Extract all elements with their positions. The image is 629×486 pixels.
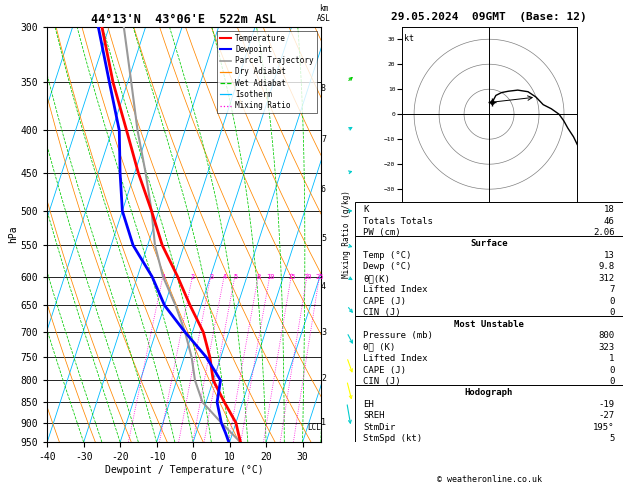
Text: 10: 10 <box>266 274 274 279</box>
Text: θᴄ(K): θᴄ(K) <box>364 274 390 283</box>
Text: Lifted Index: Lifted Index <box>364 285 428 295</box>
Text: Hodograph: Hodograph <box>465 388 513 398</box>
Text: 3: 3 <box>209 274 213 279</box>
Text: © weatheronline.co.uk: © weatheronline.co.uk <box>437 474 542 484</box>
Text: 7: 7 <box>321 136 326 144</box>
Text: 2: 2 <box>191 274 195 279</box>
Text: 8: 8 <box>321 84 326 93</box>
Text: 9.8: 9.8 <box>599 262 615 271</box>
Text: θᴄ (K): θᴄ (K) <box>364 343 396 351</box>
Text: 323: 323 <box>599 343 615 351</box>
Text: Dewp (°C): Dewp (°C) <box>364 262 412 271</box>
Text: 8: 8 <box>257 274 261 279</box>
Text: 1: 1 <box>321 418 326 427</box>
Text: 7: 7 <box>610 285 615 295</box>
Text: SREH: SREH <box>364 411 385 420</box>
Text: 46: 46 <box>604 217 615 226</box>
Text: -19: -19 <box>599 400 615 409</box>
FancyBboxPatch shape <box>355 316 623 385</box>
FancyBboxPatch shape <box>355 385 623 442</box>
Text: 800: 800 <box>599 331 615 340</box>
Text: 1: 1 <box>161 274 165 279</box>
Text: -27: -27 <box>599 411 615 420</box>
Text: 5: 5 <box>233 274 238 279</box>
Legend: Temperature, Dewpoint, Parcel Trajectory, Dry Adiabat, Wet Adiabat, Isotherm, Mi: Temperature, Dewpoint, Parcel Trajectory… <box>217 31 317 113</box>
Text: 4: 4 <box>223 274 227 279</box>
Text: Temp (°C): Temp (°C) <box>364 251 412 260</box>
FancyBboxPatch shape <box>355 236 623 316</box>
Text: Most Unstable: Most Unstable <box>454 320 524 329</box>
Text: 5: 5 <box>610 434 615 443</box>
Text: 4: 4 <box>321 282 326 291</box>
Text: CAPE (J): CAPE (J) <box>364 297 406 306</box>
Text: 3: 3 <box>321 328 326 337</box>
Text: CIN (J): CIN (J) <box>364 377 401 386</box>
Text: 29.05.2024  09GMT  (Base: 12): 29.05.2024 09GMT (Base: 12) <box>391 12 587 22</box>
FancyBboxPatch shape <box>355 202 623 236</box>
Y-axis label: hPa: hPa <box>8 226 18 243</box>
Text: StmDir: StmDir <box>364 423 396 432</box>
Text: Surface: Surface <box>470 240 508 248</box>
Text: StmSpd (kt): StmSpd (kt) <box>364 434 423 443</box>
Text: 0: 0 <box>610 365 615 375</box>
Text: 18: 18 <box>604 205 615 214</box>
Text: CAPE (J): CAPE (J) <box>364 365 406 375</box>
Text: CIN (J): CIN (J) <box>364 308 401 317</box>
Text: 2.06: 2.06 <box>593 228 615 237</box>
Text: 25: 25 <box>316 274 324 279</box>
Text: 20: 20 <box>303 274 311 279</box>
Text: EH: EH <box>364 400 374 409</box>
Text: 13: 13 <box>604 251 615 260</box>
Text: 1: 1 <box>610 354 615 363</box>
X-axis label: Dewpoint / Temperature (°C): Dewpoint / Temperature (°C) <box>104 465 264 475</box>
Text: 6: 6 <box>321 186 326 194</box>
Text: 2: 2 <box>321 374 326 382</box>
Title: 44°13'N  43°06'E  522m ASL: 44°13'N 43°06'E 522m ASL <box>91 13 277 26</box>
Text: 0: 0 <box>610 377 615 386</box>
Text: 15: 15 <box>287 274 296 279</box>
Text: 0: 0 <box>610 308 615 317</box>
Text: LCL: LCL <box>307 423 321 432</box>
Text: Totals Totals: Totals Totals <box>364 217 433 226</box>
Text: 0: 0 <box>610 297 615 306</box>
Text: 5: 5 <box>321 234 326 243</box>
Text: km
ASL: km ASL <box>317 4 331 23</box>
Text: K: K <box>364 205 369 214</box>
Text: PW (cm): PW (cm) <box>364 228 401 237</box>
Text: 312: 312 <box>599 274 615 283</box>
Text: kt: kt <box>404 34 414 43</box>
Text: Lifted Index: Lifted Index <box>364 354 428 363</box>
Text: 195°: 195° <box>593 423 615 432</box>
Text: Mixing Ratio (g/kg): Mixing Ratio (g/kg) <box>342 191 351 278</box>
Text: Pressure (mb): Pressure (mb) <box>364 331 433 340</box>
